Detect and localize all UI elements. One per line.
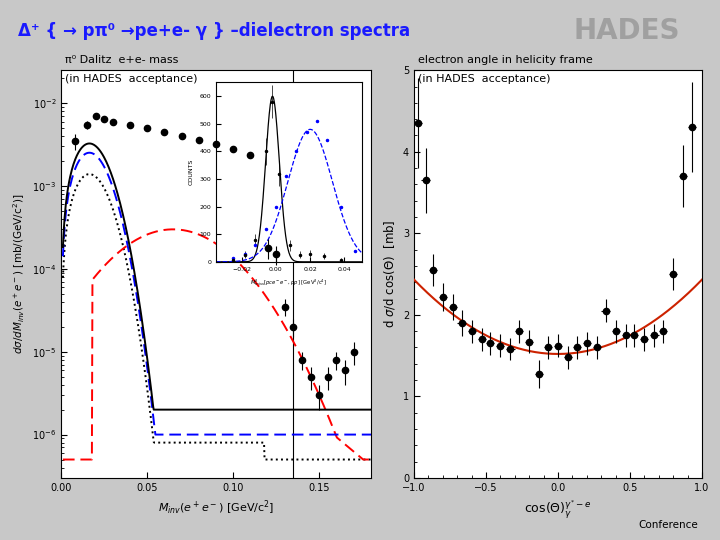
Y-axis label: $d\sigma/dM_{inv}(e^+e^-)$ [mb/(GeV/c$^2$)]: $d\sigma/dM_{inv}(e^+e^-)$ [mb/(GeV/c$^2… bbox=[11, 194, 27, 354]
X-axis label: $M_{inv}(e^+e^-)$ [GeV/c$^2$]: $M_{inv}(e^+e^-)$ [GeV/c$^2$] bbox=[158, 498, 274, 517]
Text: Conference: Conference bbox=[639, 520, 698, 530]
Text: (in HADES  acceptance): (in HADES acceptance) bbox=[65, 73, 197, 84]
Y-axis label: d $\sigma$/d cos($\Theta$)  [mb]: d $\sigma$/d cos($\Theta$) [mb] bbox=[382, 220, 397, 328]
Text: HADES: HADES bbox=[574, 17, 680, 45]
Text: π⁰ Dalitz  e+e- mass: π⁰ Dalitz e+e- mass bbox=[65, 55, 178, 65]
X-axis label: $\cos(\Theta)_{\gamma}^{\gamma^{*}-e}$: $\cos(\Theta)_{\gamma}^{\gamma^{*}-e}$ bbox=[524, 498, 592, 521]
Text: (in HADES  acceptance): (in HADES acceptance) bbox=[418, 73, 550, 84]
Text: electron angle in helicity frame: electron angle in helicity frame bbox=[418, 55, 593, 65]
Text: Δ⁺ { → pπ⁰ →pe+e- γ } –dielectron spectra: Δ⁺ { → pπ⁰ →pe+e- γ } –dielectron spectr… bbox=[18, 22, 410, 40]
